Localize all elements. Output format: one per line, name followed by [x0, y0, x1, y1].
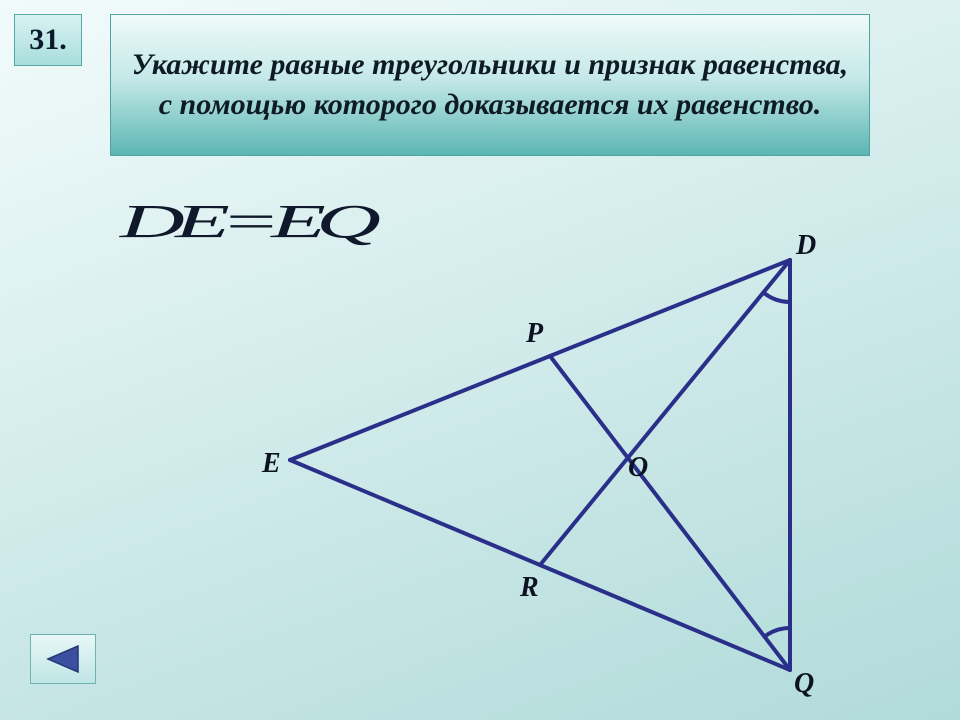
problem-number-badge: 31. [14, 14, 82, 66]
angle-arc-D [763, 292, 790, 302]
triangle-diagram: EDQPRO [230, 230, 850, 690]
vertex-label-O: O [628, 452, 648, 484]
vertex-label-E: E [262, 448, 281, 480]
back-button[interactable] [30, 634, 96, 684]
vertex-label-P: P [526, 318, 543, 350]
edge-D-R [540, 260, 790, 565]
title-panel: Укажите равные треугольники и признак ра… [110, 14, 870, 156]
title-text: Укажите равные треугольники и признак ра… [131, 45, 849, 126]
edge-Q-P [550, 356, 790, 670]
vertex-label-R: R [520, 572, 539, 604]
diagram-svg [230, 230, 850, 690]
edge-E-D [290, 260, 790, 460]
triangle-left-icon [44, 644, 82, 674]
vertex-label-D: D [796, 230, 816, 262]
angle-arc-Q [764, 628, 790, 637]
slide: 31. Укажите равные треугольники и призна… [0, 0, 960, 720]
problem-number: 31. [29, 23, 67, 57]
vertex-label-Q: Q [794, 668, 814, 700]
